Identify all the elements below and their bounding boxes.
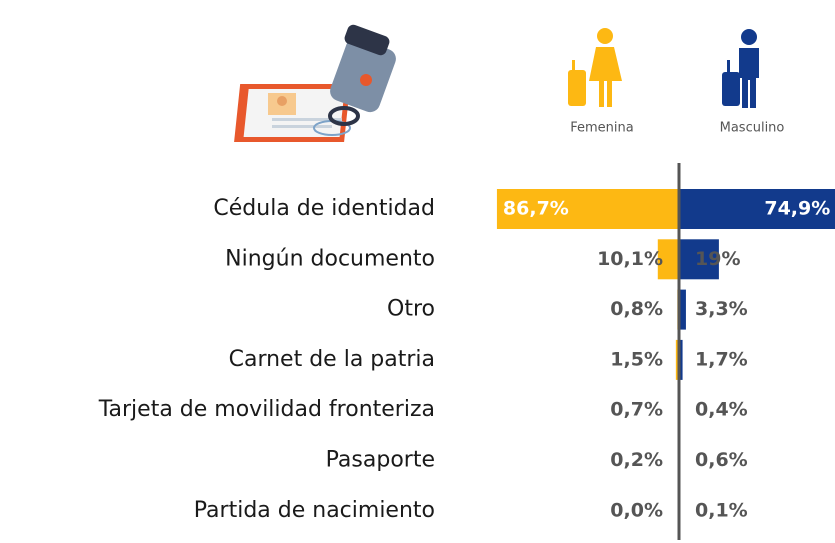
category-label: Cédula de identidad [213,196,435,221]
stamp-illustration [234,23,399,142]
value-label: 74,9% [764,198,830,220]
value-label: 19% [695,248,740,270]
value-label: 0,4% [695,399,748,421]
category-label: Otro [387,297,435,322]
category-label: Partida de nacimiento [194,498,435,523]
female-icon [568,28,622,107]
legend-label: Femenina [570,121,633,136]
page: Femenina Masculino Cédula de identidad 86… [0,0,835,543]
value-label: 1,7% [695,348,748,370]
male-icon [722,29,759,108]
value-label: 10,1% [597,248,663,270]
value-label: 0,0% [610,499,663,521]
value-label: 0,7% [610,399,663,421]
value-label: 0,2% [610,449,663,471]
value-label: 0,6% [695,449,748,471]
value-label: 3,3% [695,298,748,320]
value-label: 0,8% [610,298,663,320]
value-label: 86,7% [503,198,569,220]
legend-label: Masculino [720,121,785,136]
chart: Femenina Masculino Cédula de identidad 86… [0,0,835,543]
category-label: Ningún documento [225,246,435,271]
value-label: 1,5% [610,348,663,370]
category-label: Carnet de la patria [229,347,435,372]
category-label: Tarjeta de movilidad fronteriza [98,397,435,422]
value-label: 0,1% [695,499,748,521]
category-label: Pasaporte [326,448,435,473]
